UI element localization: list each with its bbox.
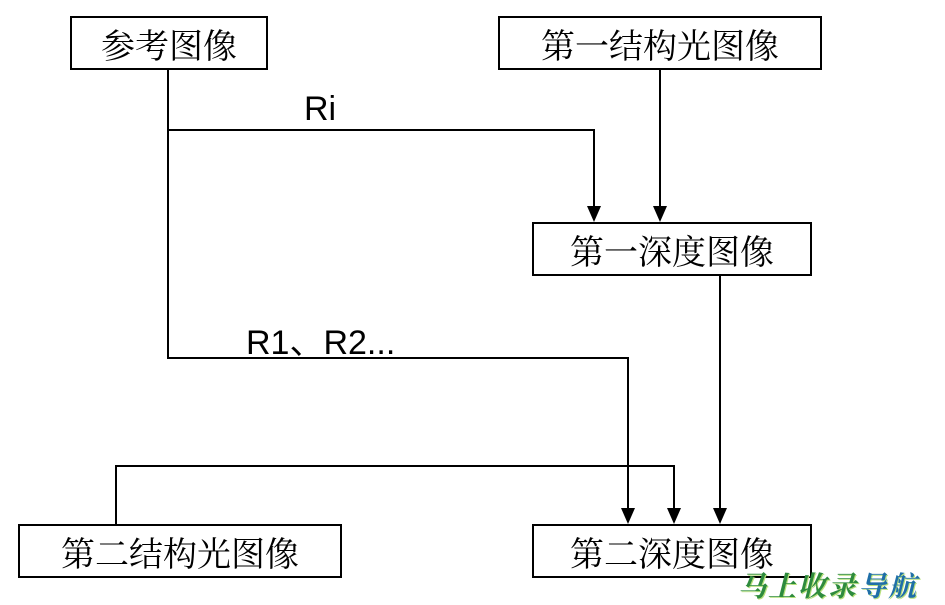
- node-struct1: 第一结构光图像: [498, 16, 822, 70]
- watermark-char: 收: [798, 565, 828, 605]
- diagram-edges: [0, 0, 945, 602]
- edge-label-r1n: R1、R2...: [246, 315, 395, 364]
- watermark-char: 导: [858, 565, 888, 605]
- node-struct2-label: 第二结构光图像: [61, 527, 299, 576]
- node-struct1-label: 第一结构光图像: [541, 19, 779, 68]
- arrowhead-depth1_to_depth2: [713, 508, 727, 524]
- arrowhead-struct2_to_depth2: [667, 508, 681, 524]
- node-depth1-label: 第一深度图像: [570, 225, 774, 274]
- edge-ref_to_depth1: [168, 70, 594, 206]
- arrowhead-ref_to_depth2: [621, 508, 635, 524]
- node-depth1: 第一深度图像: [532, 222, 812, 276]
- watermark: 马上收录导航: [738, 565, 918, 605]
- edge-struct2_to_depth2: [116, 466, 674, 524]
- edge-ref_to_depth2: [168, 130, 628, 508]
- arrowhead-struct1_to_depth1: [653, 206, 667, 222]
- watermark-char: 上: [768, 565, 798, 605]
- node-ref-image: 参考图像: [70, 16, 268, 70]
- watermark-char: 航: [888, 565, 918, 605]
- watermark-char: 录: [828, 565, 858, 605]
- node-ref-image-label: 参考图像: [101, 19, 237, 68]
- arrowhead-ref_to_depth1: [587, 206, 601, 222]
- watermark-char: 马: [738, 565, 768, 605]
- node-struct2: 第二结构光图像: [18, 524, 342, 578]
- edge-label-ri: Ri: [304, 90, 336, 129]
